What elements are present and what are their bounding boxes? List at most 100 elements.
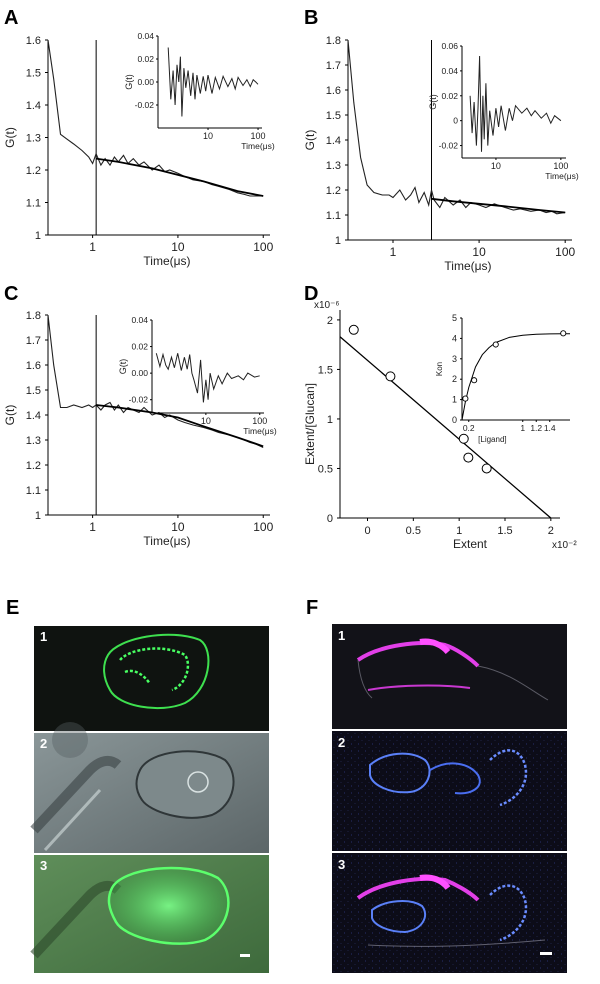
- inset-y-tick-label: -0.02: [129, 395, 149, 405]
- y-tick-label: 1: [335, 235, 341, 247]
- fcs-chart-b: 11.11.21.31.41.51.61.71.81 10 100Time(μs)G…: [303, 35, 579, 273]
- inset-x-tick-label: 100: [553, 161, 568, 171]
- y-tick-label: 0.5: [318, 463, 333, 475]
- inset-x-tick-label: 10: [203, 131, 213, 141]
- x-axis-label: Time(μs): [444, 259, 491, 273]
- inset-y-tick-label: 2: [452, 374, 457, 384]
- inset-y-axis-label: Kon: [435, 362, 444, 376]
- y-tick-label: 1.5: [26, 68, 41, 80]
- x-tick-label: 1: [390, 245, 397, 259]
- y-tick-label: 1.2: [26, 460, 41, 472]
- magenta-signal-f3: [356, 876, 480, 902]
- x-axis-label: Time(μs): [143, 534, 190, 548]
- micrograph-f1: [332, 624, 567, 729]
- x-tick-label: 2: [548, 525, 554, 537]
- micrograph-f2: [332, 731, 567, 851]
- regression-line: [339, 336, 552, 519]
- y-tick-label: 1.2: [326, 185, 341, 197]
- panel-letter-b: B: [304, 7, 318, 29]
- panel-letter-d: D: [304, 283, 318, 305]
- inset-x-axis-label: Time(μs): [243, 426, 277, 436]
- y-tick-label: 1.3: [26, 435, 41, 447]
- y-tick-label: 1: [327, 414, 333, 426]
- inset-y-tick-label: 5: [452, 313, 457, 323]
- inset-y-axis-label: G(t): [118, 359, 128, 375]
- data-series-line: [47, 314, 264, 449]
- subpanel-label-f3: 3: [338, 857, 345, 872]
- y-tick-label: 0: [327, 513, 333, 525]
- inset-y-tick-label: 0.02: [131, 342, 148, 352]
- magenta-signal-f1: [356, 641, 480, 668]
- panel-letter-a: A: [4, 7, 18, 29]
- blue-signal-f2: [369, 752, 431, 794]
- inset-y-tick-label: -0.02: [439, 141, 459, 151]
- residual-line: [469, 55, 562, 152]
- magenta-lower-f1: [367, 684, 471, 691]
- inset-y-tick-label: 0.02: [137, 54, 154, 64]
- magenta-bright-f3: [419, 874, 451, 890]
- fit-line: [95, 157, 264, 197]
- scatchard-chart-d: 0 0.5 1 1.5 2 0 0.5 1 1.5 2 Extent x10⁻² x10⁻⁶ Extent…: [303, 300, 577, 551]
- x-tick-label: 1: [456, 525, 462, 537]
- x-axis-label: Extent: [453, 537, 488, 551]
- inset-x-axis-label: [Ligand]: [478, 435, 506, 444]
- x-tick-label: 1.5: [497, 525, 512, 537]
- y-axis-label: G(t): [3, 127, 17, 148]
- fcs-chart-a: 11.11.21.31.41.51.61 10 100Time(μs)G(t)0.0…: [3, 31, 275, 268]
- data-point: [458, 433, 469, 444]
- y-tick-label: 1.3: [26, 133, 41, 145]
- inset-x-tick-label: 100: [252, 416, 267, 426]
- inset-y-tick-label: 0: [452, 415, 457, 425]
- y-tick-label: 1.7: [326, 60, 341, 72]
- y-tick-label: 1.3: [326, 160, 341, 172]
- y-tick-label: 1.4: [26, 100, 41, 112]
- inset-y-tick-label: 0.00: [131, 368, 148, 378]
- inset-x-tick-label: 100: [251, 131, 266, 141]
- x-tick-label: 1: [89, 520, 96, 534]
- inset-x-axis-label: Time(μs): [241, 141, 275, 151]
- inset-data-point: [492, 341, 499, 348]
- y-tick-label: 1.4: [26, 410, 41, 422]
- scale-bar-e: [240, 954, 250, 957]
- inset-x-tick-label: 1.4: [544, 423, 556, 433]
- data-series-line: [47, 39, 264, 197]
- inset-y-tick-label: 3: [452, 354, 457, 364]
- cell-edge-e2: [43, 788, 102, 852]
- panel-letter-f: F: [306, 597, 318, 619]
- blue-signal-f3-b: [489, 884, 528, 942]
- blue-signal-f2-b: [429, 762, 481, 795]
- x-tick-label: 10: [171, 240, 185, 254]
- y-axis-multiplier: x10⁻⁶: [314, 300, 340, 311]
- inset-data-point: [560, 330, 567, 337]
- y-tick-label: 1.6: [326, 85, 341, 97]
- x-tick-label: 1: [89, 240, 96, 254]
- cell-outline-f1: [357, 659, 549, 701]
- data-point: [348, 324, 359, 335]
- y-tick-label: 1.1: [26, 485, 41, 497]
- y-tick-label: 1.8: [326, 35, 341, 47]
- y-tick-label: 1.2: [26, 165, 41, 177]
- y-tick-label: 1.6: [26, 360, 41, 372]
- data-series-line: [347, 39, 566, 215]
- subpanel-label-e1: 1: [40, 629, 47, 644]
- y-tick-label: 1.7: [26, 335, 41, 347]
- inset-y-tick-label: 0: [453, 116, 458, 126]
- cell-outline-e1: [103, 633, 210, 710]
- panel-letter-e: E: [6, 597, 19, 619]
- x-axis-label: Time(μs): [143, 254, 190, 268]
- fcs-chart-c: 11.11.21.31.41.51.61.71.81 10 100Time(μs)G…: [3, 310, 277, 548]
- y-tick-label: 2: [327, 315, 333, 327]
- micrograph-f3: [332, 853, 567, 973]
- hyphal-signal-e1: [119, 647, 190, 692]
- data-point: [481, 463, 492, 474]
- inset-x-tick-label: 0.2: [463, 423, 475, 433]
- x-tick-label: 0.5: [406, 525, 421, 537]
- inset-x-tick-label: 10: [201, 416, 211, 426]
- inset-y-tick-label: 0.06: [441, 41, 458, 51]
- y-tick-label: 1: [35, 230, 41, 242]
- x-tick-label: 100: [555, 245, 575, 259]
- debris-e2: [52, 722, 88, 758]
